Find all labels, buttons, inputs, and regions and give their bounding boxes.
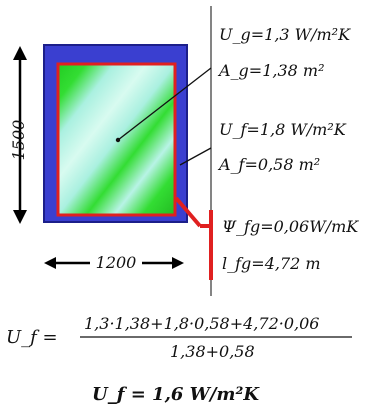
glazing-leader-dot (115, 137, 121, 143)
height-dimension-arrow (13, 46, 27, 224)
ag-label: A_g=1,38 m² (217, 61, 325, 80)
psi-bridge-marker (174, 196, 213, 280)
frame-leader-line (179, 147, 212, 166)
glazing-leader-line (117, 67, 212, 141)
psi-label: Ψ_fg=0,06W/mK (222, 217, 359, 236)
ug-label: U_g=1,3 W/m²K (219, 25, 351, 44)
af-label: A_f=0,58 m² (217, 155, 320, 174)
equation-denominator: 1,38+0,58 (170, 342, 255, 361)
equation-lhs: U_f = (6, 327, 58, 348)
equation-result: U_f = 1,6 W/m²K (92, 384, 260, 405)
width-dimension-label: 1200 (96, 253, 137, 272)
equation-numerator: 1,3·1,38+1,8·0,58+4,72·0,06 (84, 314, 320, 333)
height-dimension-label: 1500 (9, 120, 28, 161)
lfg-label: l_fg=4,72 m (222, 254, 321, 273)
width-dimension-arrow (44, 257, 184, 269)
uf-label: U_f=1,8 W/m²K (219, 120, 347, 139)
